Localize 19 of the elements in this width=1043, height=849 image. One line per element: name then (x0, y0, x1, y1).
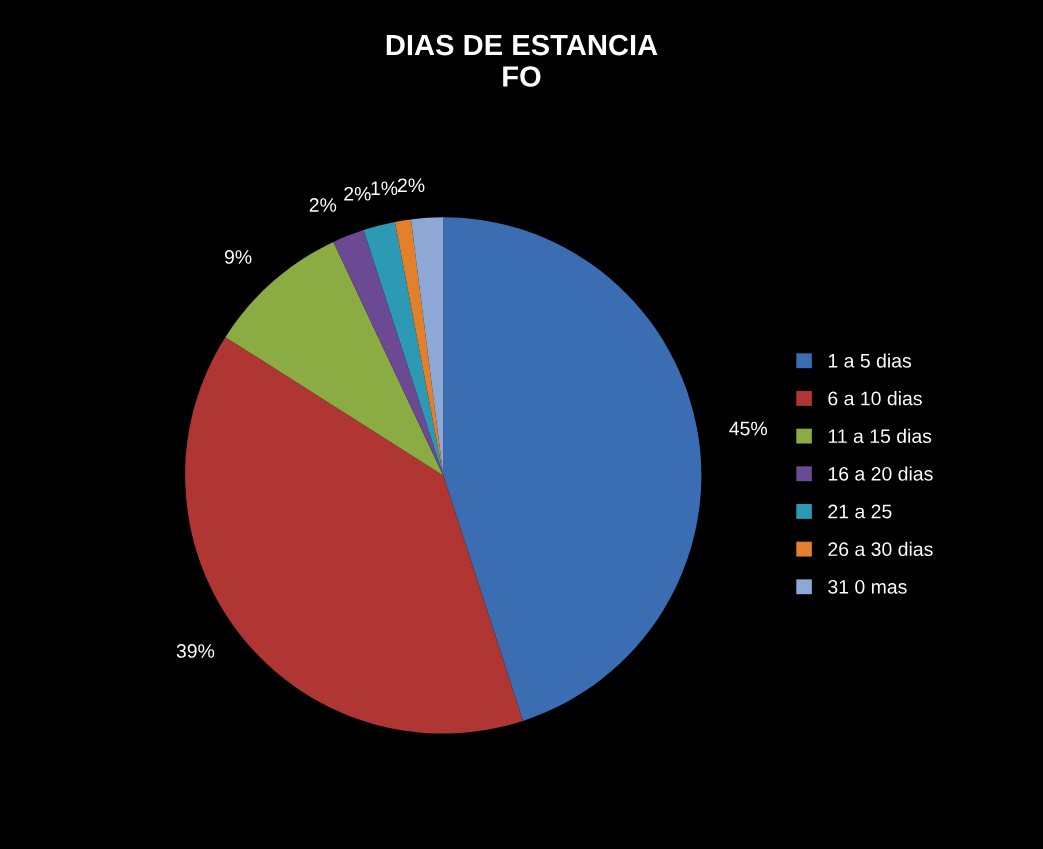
data-label: 2% (309, 198, 337, 212)
legend-label: 6 a 10 dias (828, 391, 922, 406)
data-label: 2% (344, 186, 371, 201)
legend-label: 16 a 20 dias (828, 466, 933, 481)
legend-label: 1 a 5 dias (828, 353, 912, 368)
data-label: 2% (398, 178, 425, 193)
legend-label: 26 a 30 dias (828, 541, 933, 557)
pie-slice (225, 241, 444, 476)
data-label: 45% (729, 421, 768, 436)
pie-slice (443, 217, 702, 721)
legend-label: 21 a 25 (828, 504, 892, 519)
data-label: 9% (224, 250, 252, 264)
pie-slice (333, 229, 444, 476)
data-label: 1% (371, 181, 398, 196)
pie-slice (363, 221, 444, 476)
data-label: 39% (176, 644, 215, 658)
legend-label: 31 0 mas (828, 579, 907, 594)
legend-label: 11 a 15 dias (828, 428, 932, 444)
chart-title: DIAS DE ESTANCIA FO (386, 34, 658, 87)
